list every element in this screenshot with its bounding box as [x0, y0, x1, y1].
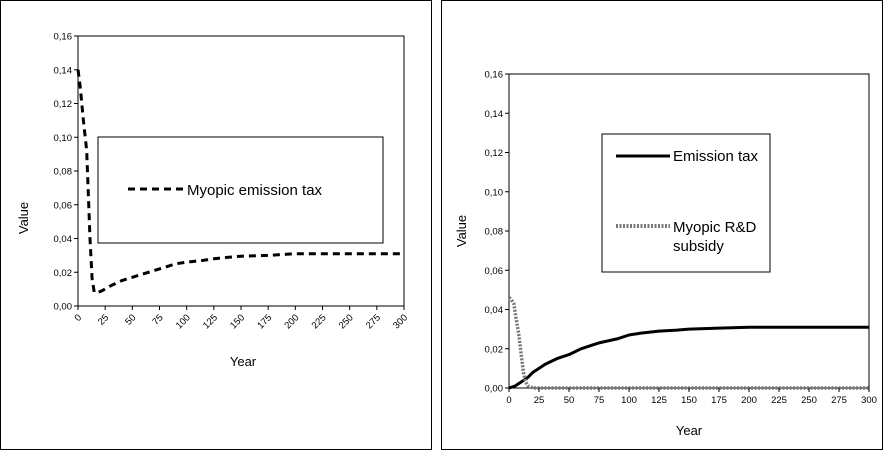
right-x-tick-label: 25 [534, 395, 545, 406]
right-y-tick-label: 0,02 [485, 344, 504, 355]
left-y-axis-title: Value [16, 202, 31, 234]
right-legend-label-line-1: Myopic R&D [673, 219, 757, 236]
left-x-tick-label: 300 [391, 312, 410, 331]
right-series-line-1 [507, 296, 869, 390]
right-legend-label-myopic-rd-subsidy: Myopic R&D subsidy [673, 219, 761, 255]
right-y-tick-label: 0,12 [485, 148, 504, 159]
right-legend-label-line-2: subsidy [673, 238, 724, 255]
right-y-tick-label: 0,10 [485, 187, 504, 198]
left-chart: 0,00 0,02 0,04 0,06 0,08 0,10 0,12 0,14 0,16 0 25… [16, 32, 410, 370]
left-y-tick-label: 0,14 [54, 65, 73, 76]
right-plot-marks [507, 296, 869, 390]
right-legend-label-emission-tax: Emission tax [673, 148, 759, 165]
left-y-tick-label: 0,10 [54, 133, 73, 144]
left-x-tick-label: 75 [150, 312, 165, 327]
left-plot-marks [76, 69, 404, 294]
left-x-tick-label: 275 [364, 312, 383, 331]
right-y-tick-label: 0,08 [485, 227, 504, 238]
left-y-tick-label: 0,00 [54, 302, 73, 313]
right-y-tick-label: 0,14 [485, 109, 504, 120]
left-y-tick-label: 0,16 [54, 32, 73, 43]
left-x-tick-label: 175 [255, 312, 274, 331]
left-x-axis-ticks: 0 25 50 75 100 125 150 175 200 225 250 275 300 [73, 306, 410, 331]
right-x-tick-label: 50 [564, 395, 575, 406]
right-y-tick-label: 0,06 [485, 266, 504, 277]
right-x-tick-label: 275 [831, 395, 847, 406]
right-series-line-0 [508, 325, 869, 390]
left-y-axis-ticks: 0,00 0,02 0,04 0,06 0,08 0,10 0,12 0,14 0,16 [54, 32, 78, 313]
right-x-tick-label: 125 [651, 395, 667, 406]
left-x-tick-label: 0 [73, 312, 85, 324]
right-chart: 0,00 0,02 0,04 0,06 0,08 0,10 0,12 0,14 0,16 0 25… [454, 70, 877, 439]
right-y-tick-label: 0,00 [485, 384, 504, 395]
right-y-axis-title: Value [454, 215, 469, 247]
left-x-tick-label: 125 [201, 312, 220, 331]
right-x-axis-title: Year [676, 423, 703, 438]
right-x-tick-label: 225 [771, 395, 787, 406]
right-x-axis-ticks: 0 25 50 75 100 125 150 175 200 225 250 275 300 [506, 388, 877, 406]
left-x-tick-label: 100 [174, 312, 193, 331]
left-y-tick-label: 0,04 [54, 234, 73, 245]
left-x-tick-label: 250 [337, 312, 356, 331]
right-x-tick-label: 75 [594, 395, 605, 406]
left-y-tick-label: 0,12 [54, 99, 73, 110]
right-x-tick-label: 200 [741, 395, 757, 406]
left-x-tick-label: 225 [310, 312, 329, 331]
right-x-tick-label: 100 [621, 395, 637, 406]
left-x-tick-label: 25 [96, 312, 111, 327]
right-x-tick-label: 150 [681, 395, 697, 406]
left-series-line-0 [76, 69, 404, 294]
left-x-axis-title: Year [230, 354, 257, 369]
left-x-tick-label: 50 [123, 312, 138, 327]
right-x-tick-label: 0 [506, 395, 511, 406]
left-x-tick-label: 150 [228, 312, 247, 331]
right-y-axis-ticks: 0,00 0,02 0,04 0,06 0,08 0,10 0,12 0,14 0,16 [485, 70, 509, 395]
left-legend-label-myopic-emission-tax: Myopic emission tax [187, 182, 323, 199]
right-y-tick-label: 0,16 [485, 70, 504, 81]
left-x-tick-label: 200 [282, 312, 301, 331]
right-x-tick-label: 300 [861, 395, 877, 406]
left-y-tick-label: 0,02 [54, 268, 73, 279]
left-y-tick-label: 0,06 [54, 200, 73, 211]
right-x-tick-label: 175 [711, 395, 727, 406]
left-y-tick-label: 0,08 [54, 167, 73, 178]
right-x-tick-label: 250 [801, 395, 817, 406]
right-y-tick-label: 0,04 [485, 305, 504, 316]
